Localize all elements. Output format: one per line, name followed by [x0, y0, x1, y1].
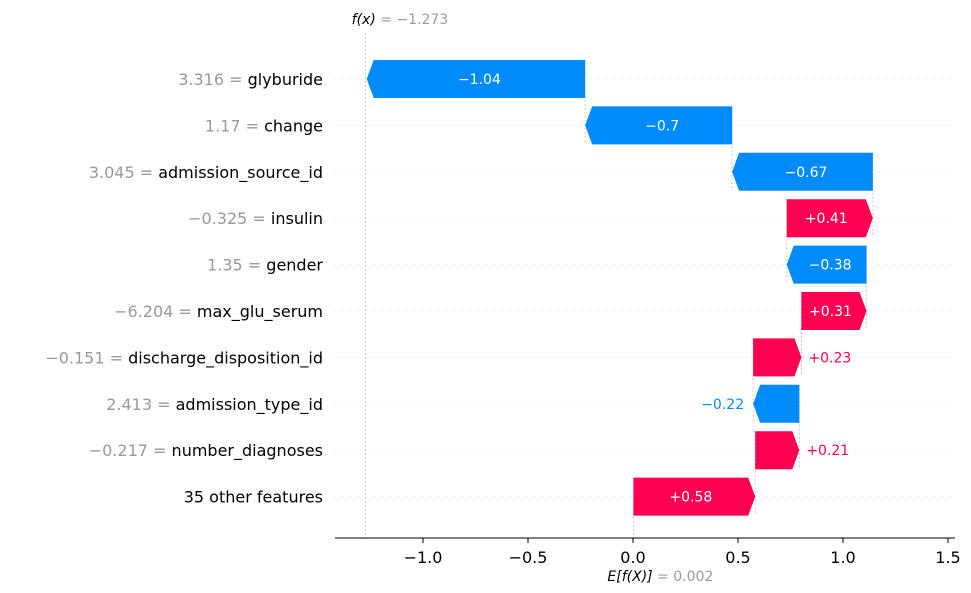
- bar-value-label: +0.58: [669, 490, 712, 506]
- waterfall-bar: [633, 477, 756, 516]
- feature-label: 35 other features: [184, 488, 323, 507]
- feature-label: 2.413 = admission_type_id: [106, 395, 323, 415]
- waterfall-bar: [786, 199, 873, 238]
- x-tick-label: 0.5: [725, 548, 750, 567]
- bars-group: −1.04 −0.7 −0.67 +0.41 −0.38 +0.31 +0.23 −0.22 +…: [366, 60, 873, 516]
- x-axis: −1.0 −0.5 0.0 0.5 1.0 1.5: [335, 537, 961, 567]
- x-tick-label: 1.0: [830, 548, 855, 567]
- feature-label: −0.151 = discharge_disposition_id: [45, 348, 323, 368]
- base-label: E[f(X)]: [607, 569, 652, 585]
- bar-value-label: −0.22: [701, 397, 744, 413]
- feature-name: 35 other features: [184, 488, 323, 507]
- feature-value: 1.35 =: [207, 256, 266, 275]
- feature-name: admission_source_id: [158, 163, 323, 183]
- feature-name: gender: [266, 256, 323, 275]
- feature-label: 1.35 = gender: [207, 256, 323, 275]
- base-equals: =: [653, 569, 674, 585]
- waterfall-bar: [801, 292, 867, 330]
- output-value-annotation: f(x) = −1.273: [352, 12, 449, 28]
- waterfall-bar: [753, 384, 800, 423]
- bar-value-label: +0.41: [805, 211, 848, 227]
- x-tick-label: −0.5: [509, 548, 548, 567]
- feature-name: insulin: [271, 209, 323, 228]
- bar-value-label: −1.04: [458, 72, 501, 88]
- base-value-annotation: E[f(X)] = 0.002: [607, 569, 713, 585]
- feature-name: glyburide: [248, 70, 323, 89]
- x-tick-label: −1.0: [404, 548, 443, 567]
- feature-labels: 3.316 = glyburide 1.17 = change 3.045 = ad…: [45, 70, 323, 507]
- feature-name: max_glu_serum: [197, 302, 323, 322]
- feature-value: −6.204 =: [114, 302, 197, 321]
- bar-value-label: +0.23: [808, 350, 851, 366]
- waterfall-bar: [753, 338, 802, 377]
- bar-value-label: −0.38: [809, 258, 852, 274]
- feature-name: discharge_disposition_id: [128, 348, 323, 368]
- feature-name: change: [264, 116, 323, 135]
- waterfall-bar: [585, 106, 733, 145]
- feature-value: 3.045 =: [89, 163, 158, 182]
- bar-value-label: −0.67: [785, 165, 828, 181]
- feature-label: 3.316 = glyburide: [178, 70, 323, 89]
- bar-value-label: +0.31: [809, 304, 852, 320]
- waterfall-bar: [366, 60, 586, 98]
- feature-label: −6.204 = max_glu_serum: [114, 302, 323, 322]
- feature-value: −0.325 =: [188, 209, 271, 228]
- feature-value: 1.17 =: [205, 116, 264, 135]
- reference-lines: [365, 33, 874, 538]
- annotations: f(x) = −1.273 E[f(X)] = 0.002: [352, 12, 714, 585]
- output-equals: =: [376, 12, 397, 28]
- feature-value: −0.151 =: [45, 348, 128, 367]
- waterfall-bar: [732, 152, 873, 191]
- feature-label: 1.17 = change: [205, 116, 323, 135]
- x-tick-label: 1.5: [935, 548, 960, 567]
- feature-label: −0.325 = insulin: [188, 209, 323, 228]
- base-value: 0.002: [673, 569, 713, 585]
- output-label: f(x): [352, 12, 376, 28]
- waterfall-bar: [755, 431, 800, 470]
- feature-value: 3.316 =: [178, 70, 247, 89]
- feature-value: −0.217 =: [89, 441, 172, 460]
- output-value: −1.273: [396, 12, 448, 28]
- feature-name: number_diagnoses: [172, 441, 323, 461]
- feature-value: 2.413 =: [106, 395, 175, 414]
- feature-label: −0.217 = number_diagnoses: [89, 441, 323, 461]
- feature-label: 3.045 = admission_source_id: [89, 163, 323, 183]
- x-tick-label: 0.0: [620, 548, 645, 567]
- bar-value-label: −0.7: [645, 118, 679, 134]
- waterfall-bar: [786, 245, 867, 284]
- feature-name: admission_type_id: [176, 395, 323, 415]
- bar-value-label: +0.21: [806, 443, 849, 459]
